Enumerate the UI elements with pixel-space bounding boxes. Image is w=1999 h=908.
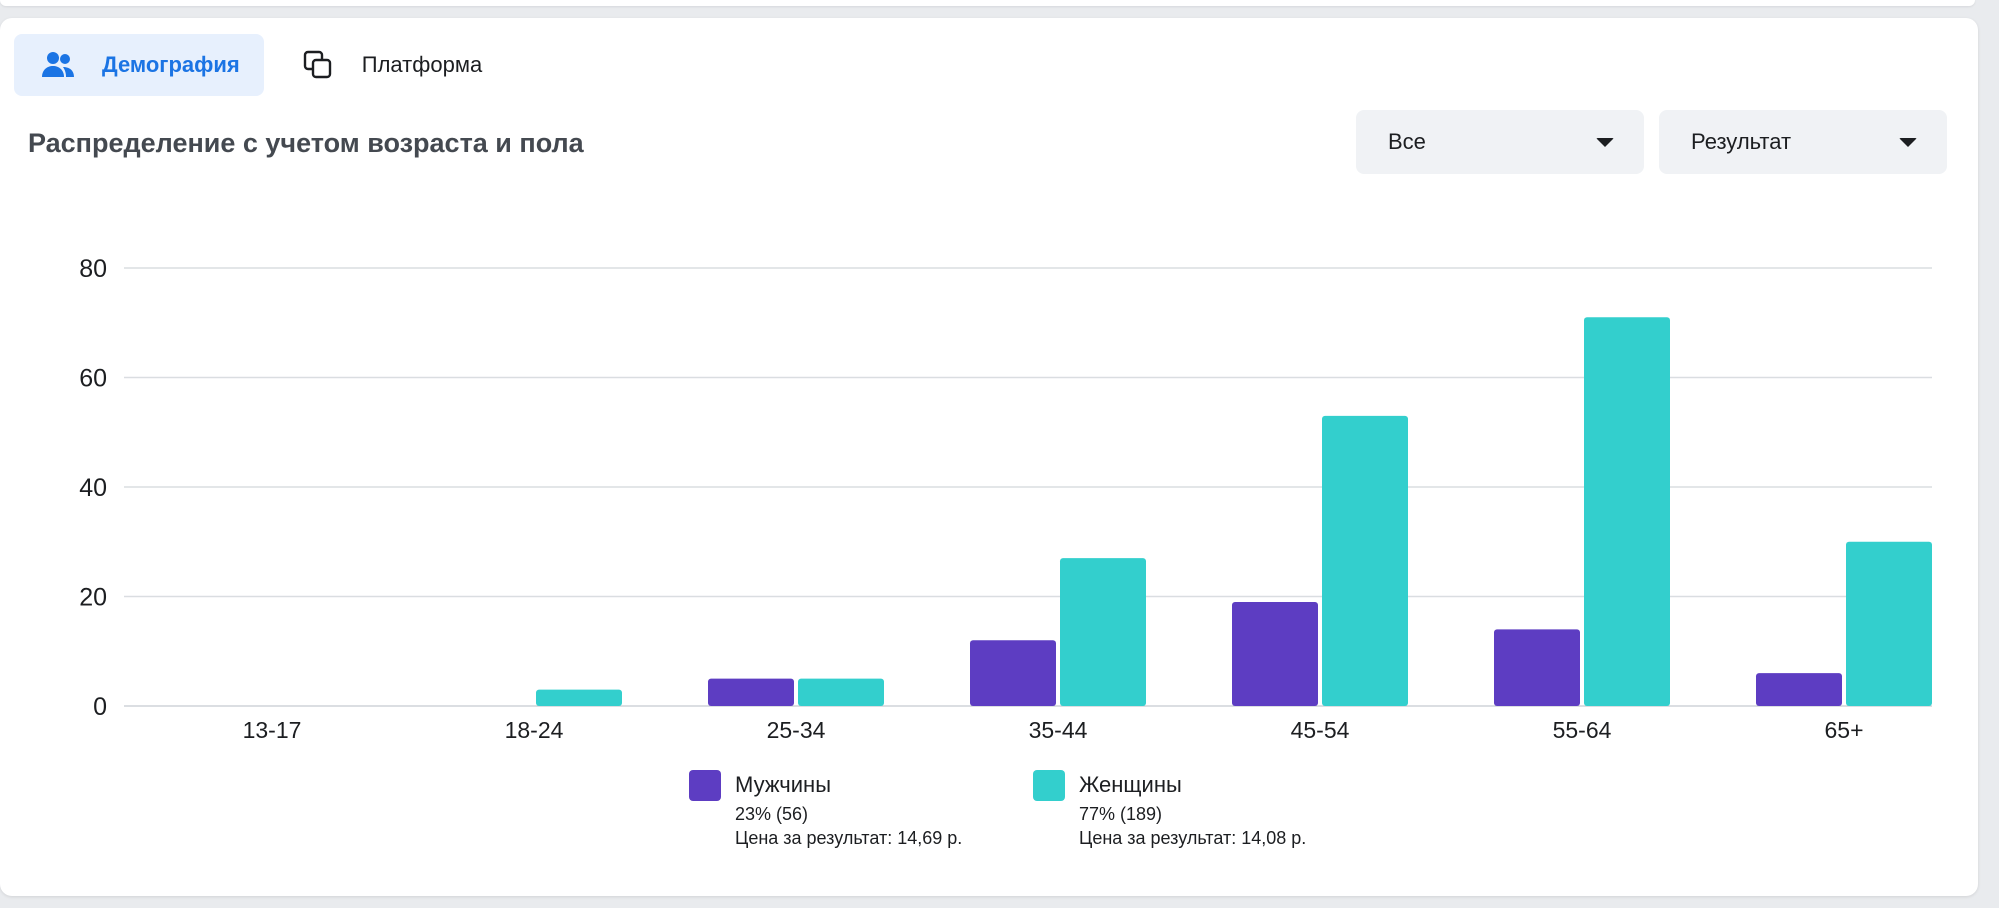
bar-women <box>798 678 884 706</box>
x-tick-label: 35-44 <box>1029 717 1088 743</box>
chart-title: Распределение с учетом возраста и пола <box>28 128 584 158</box>
legend-swatch-women <box>1033 770 1065 801</box>
bar-men <box>708 678 794 706</box>
tab-platform-label: Платформа <box>361 52 483 77</box>
tab-demography-label: Демография <box>102 52 240 77</box>
tab-bar: Демография Платформа <box>14 34 506 96</box>
legend-men-share: 23% (56) <box>735 804 809 824</box>
top-panel-edge <box>0 0 1975 6</box>
x-tick-label: 13-17 <box>243 717 302 743</box>
breakdown-card: Демография Платформа <box>0 18 1978 896</box>
bar-women <box>1060 558 1146 706</box>
bar-men <box>1232 601 1318 706</box>
x-tick-label: 65+ <box>1824 717 1863 743</box>
y-tick-label: 80 <box>79 255 107 283</box>
x-tick-label: 45-54 <box>1291 717 1350 743</box>
legend-women-share: 77% (189) <box>1079 804 1163 824</box>
y-tick-label: 40 <box>79 474 107 502</box>
legend-women-name: Женщины <box>1079 772 1182 797</box>
bar-men <box>1494 629 1580 706</box>
bar-women <box>1322 415 1408 706</box>
audience-filter-dropdown[interactable]: Все <box>1356 110 1644 174</box>
tab-platform[interactable]: Платформа <box>272 34 506 96</box>
caret-down-icon <box>1899 137 1917 147</box>
y-tick-label: 0 <box>93 693 107 721</box>
bar-men <box>970 640 1056 706</box>
platform-icon <box>300 47 336 83</box>
legend-men: Мужчины 23% (56) Цена за результат: 14,6… <box>689 768 962 850</box>
legend-women-cost: Цена за результат: 14,08 р. <box>1079 828 1307 848</box>
legend-men-cost: Цена за результат: 14,69 р. <box>735 828 963 848</box>
legend-women: Женщины 77% (189) Цена за результат: 14,… <box>1033 768 1306 850</box>
bar-women <box>1846 541 1932 706</box>
people-icon <box>40 47 76 83</box>
bar-women <box>536 689 622 706</box>
legend-swatch-men <box>689 770 721 801</box>
bar-men <box>1756 673 1842 706</box>
tab-demography[interactable]: Демография <box>14 34 264 96</box>
x-tick-label: 25-34 <box>767 717 826 743</box>
metric-filter-value: Результат <box>1691 129 1792 154</box>
legend-men-name: Мужчины <box>735 772 832 797</box>
y-tick-label: 20 <box>79 584 107 612</box>
caret-down-icon <box>1596 137 1614 147</box>
audience-filter-value: Все <box>1388 129 1426 154</box>
y-tick-label: 60 <box>79 365 107 393</box>
x-tick-label: 18-24 <box>505 717 564 743</box>
metric-filter-dropdown[interactable]: Результат <box>1659 110 1947 174</box>
bar-women <box>1584 317 1670 706</box>
x-tick-label: 55-64 <box>1553 717 1612 743</box>
